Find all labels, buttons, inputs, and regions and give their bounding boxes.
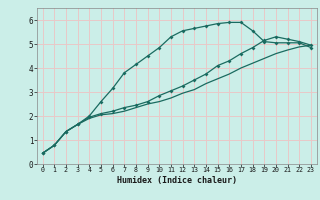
X-axis label: Humidex (Indice chaleur): Humidex (Indice chaleur) <box>117 176 237 185</box>
